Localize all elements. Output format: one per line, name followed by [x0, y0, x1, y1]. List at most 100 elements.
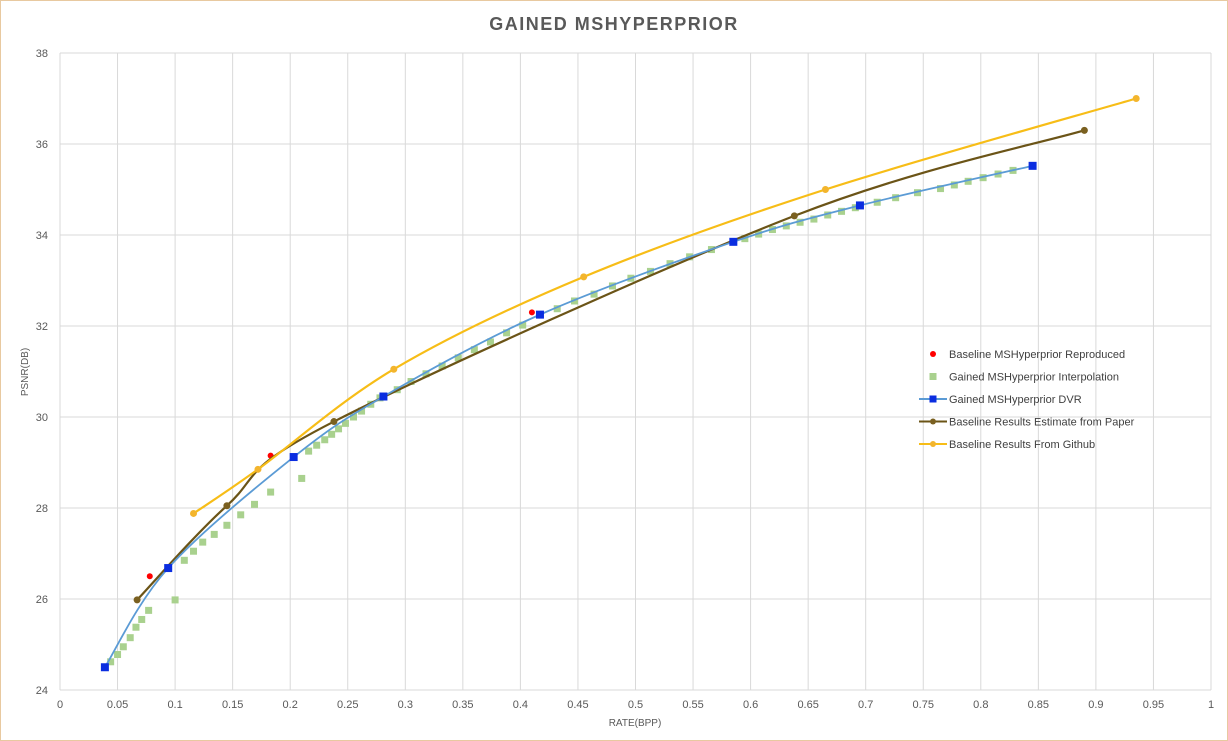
y-tick-label: 34 [36, 230, 48, 242]
data-point [180, 556, 188, 564]
data-point [937, 185, 945, 193]
x-tick-label: 0.3 [398, 699, 413, 711]
x-tick-label: 0 [57, 699, 63, 711]
x-tick-label: 0.45 [567, 699, 588, 711]
x-tick-label: 0.7 [858, 699, 873, 711]
data-point [114, 651, 122, 659]
y-tick-label: 38 [36, 48, 48, 60]
data-point [328, 430, 336, 438]
data-point [330, 418, 338, 426]
series-gained-mshyperprior-interpolation [107, 166, 1017, 666]
series-line [136, 129, 1085, 601]
data-point [470, 346, 478, 354]
x-axis-title: RATE(BPP) [609, 718, 662, 729]
data-point [133, 596, 141, 604]
data-point [223, 502, 231, 510]
data-point [223, 521, 231, 529]
x-tick-label: 0.9 [1088, 699, 1103, 711]
data-point [790, 212, 798, 220]
legend-marker [930, 418, 936, 425]
data-point [580, 273, 588, 281]
x-tick-label: 0.15 [222, 699, 243, 711]
data-point [851, 204, 859, 212]
legend-marker [929, 395, 937, 403]
legend-label: Baseline Results From Github [949, 439, 1095, 451]
data-point [126, 634, 134, 642]
data-point [100, 663, 109, 672]
data-point [190, 509, 198, 517]
series-line [192, 97, 1137, 515]
data-point [810, 215, 818, 223]
data-point [145, 606, 153, 614]
x-tick-label: 0.8 [973, 699, 988, 711]
legend-label: Gained MSHyperprior DVR [949, 394, 1082, 406]
data-point [251, 500, 259, 508]
chart-title: GAINED MSHYPERPRIOR [489, 14, 739, 34]
data-point [267, 488, 275, 496]
axis-labels: 0 0.05 0.1 0.15 0.2 0.25 0.3 0.35 0.4 0.45 0.5 0.55… [36, 48, 1214, 711]
data-point [422, 370, 430, 378]
data-point [289, 453, 298, 462]
legend-marker [930, 441, 936, 447]
data-point [298, 474, 306, 482]
x-tick-label: 0.25 [337, 699, 358, 711]
data-point [107, 658, 115, 666]
data-point [873, 198, 881, 206]
y-tick-label: 30 [36, 412, 48, 424]
legend-marker [930, 351, 936, 357]
x-tick-label: 0.05 [107, 699, 128, 711]
data-point [390, 365, 398, 373]
y-tick-label: 28 [36, 503, 48, 515]
series-baseline-results-from-github [190, 95, 1140, 517]
data-point [321, 436, 329, 444]
series-group [100, 95, 1140, 672]
data-point [254, 465, 262, 473]
data-point [838, 207, 846, 215]
data-point [950, 181, 958, 189]
data-point [335, 425, 343, 433]
data-point [190, 547, 198, 555]
legend-item: Baseline MSHyperprior Reproduced [930, 349, 1125, 361]
x-tick-label: 0.55 [682, 699, 703, 711]
data-point [855, 201, 864, 210]
data-point [535, 310, 544, 319]
legend-label: Gained MSHyperprior Interpolation [949, 372, 1119, 384]
series-baseline-mshyperprior-reproduced [146, 309, 535, 580]
data-point [358, 407, 366, 415]
data-point [379, 392, 388, 401]
x-tick-label: 0.95 [1143, 699, 1164, 711]
data-point [171, 596, 179, 604]
data-point [132, 623, 140, 631]
x-tick-label: 0.75 [913, 699, 934, 711]
legend-item: Gained MSHyperprior DVR [919, 394, 1082, 406]
x-tick-label: 0.65 [797, 699, 818, 711]
y-tick-label: 32 [36, 321, 48, 333]
legend-item: Baseline Results Estimate from Paper [919, 417, 1135, 429]
legend-label: Baseline MSHyperprior Reproduced [949, 349, 1125, 361]
data-point [313, 441, 321, 449]
legend-label: Baseline Results Estimate from Paper [949, 417, 1135, 429]
data-point [210, 530, 218, 538]
data-point [913, 189, 921, 197]
legend-marker [929, 373, 937, 380]
y-tick-label: 36 [36, 139, 48, 151]
data-point [796, 218, 804, 226]
data-point [824, 211, 832, 219]
y-axis-title: PSNR(DB) [20, 348, 31, 396]
data-point [199, 538, 207, 546]
data-point [519, 321, 527, 329]
x-tick-label: 0.35 [452, 699, 473, 711]
data-point [164, 564, 173, 573]
data-point [729, 237, 738, 246]
series-baseline-results-estimate-from-paper [133, 126, 1088, 604]
data-point [503, 329, 511, 337]
x-tick-label: 0.2 [283, 699, 298, 711]
data-point [590, 290, 598, 298]
data-point [1028, 161, 1037, 170]
legend: Baseline MSHyperprior Reproduced Gained M… [919, 349, 1135, 451]
x-tick-label: 1 [1208, 699, 1214, 711]
x-tick-label: 0.85 [1028, 699, 1049, 711]
data-point [553, 305, 561, 313]
